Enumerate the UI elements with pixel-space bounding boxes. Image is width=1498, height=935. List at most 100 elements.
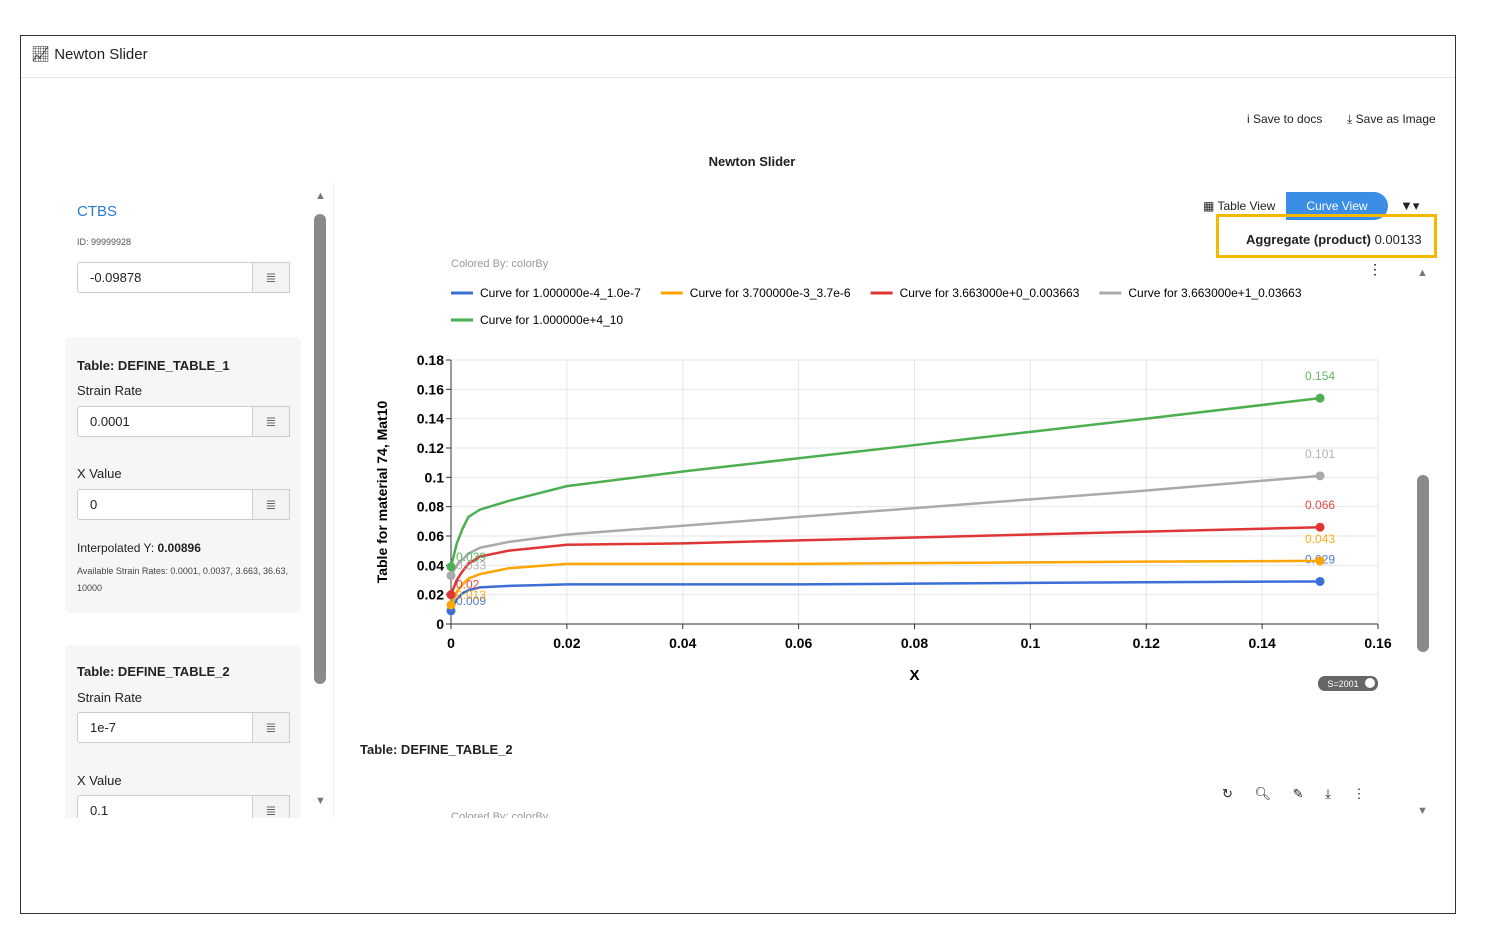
aggregate: Aggregate (product) 0.00133: [1246, 232, 1422, 247]
line: [449, 396, 1321, 568]
available-rates: Available Strain Rates: 0.0001, 0.0037, …: [77, 566, 288, 593]
point: [446, 600, 456, 610]
x-value-input[interactable]: 0.1 ≣: [77, 795, 290, 818]
chart-menu[interactable]: ⋮: [1368, 261, 1382, 277]
aggregate-value: 0.00133: [1374, 232, 1422, 247]
table-card: [65, 337, 301, 613]
curve-view-label: Curve View: [1306, 199, 1368, 213]
slider-button[interactable]: ≣: [252, 712, 290, 743]
x-axis-label: X: [909, 667, 919, 684]
scroll-down[interactable]: ▼: [315, 795, 326, 807]
slider-button[interactable]: ≣: [252, 489, 290, 520]
y-tick-label: 0: [436, 616, 444, 632]
x-value: 0: [90, 497, 98, 512]
point: [446, 571, 456, 581]
badge-text: S=2001: [1327, 679, 1358, 689]
slider-button[interactable]: ≣: [252, 406, 290, 437]
chart-toolbar[interactable]: ↻ 🔍︎ ✎ ⤓ ⋮: [1222, 786, 1366, 801]
table-title: Table: DEFINE_TABLE_2: [77, 664, 230, 679]
strain-rate-value: 1e-7: [90, 720, 117, 735]
chart: Colored By: colorBy ⋮ S=2001 0 0.02 0.04 0.…: [374, 258, 1392, 691]
x-tick-label: 0.08: [901, 635, 928, 651]
scroll-down[interactable]: ▼: [1417, 805, 1428, 817]
point: [1315, 393, 1325, 403]
save-docs-label: Save to docs: [1253, 112, 1323, 126]
badge: [1318, 676, 1378, 691]
data-label: 0.033: [456, 559, 486, 573]
legend-label: Curve for 3.700000e-3_3.7e-6: [690, 286, 851, 300]
x-value-input[interactable]: 0 ≣: [77, 489, 290, 520]
strain-rate-input[interactable]: 1e-7 ≣: [77, 712, 290, 743]
slider-button[interactable]: ≣: [252, 795, 290, 818]
data-label: 0.009: [456, 594, 486, 608]
point: [1315, 522, 1325, 532]
strain-rate-value: 0.0001: [90, 414, 130, 429]
y-tick-label: 0.04: [417, 557, 444, 573]
scroll-up[interactable]: ▲: [315, 190, 326, 202]
save-image-label: Save as Image: [1355, 112, 1436, 126]
table-view-tab[interactable]: ▦ Table View: [1203, 199, 1276, 213]
x-tick-label: 0.12: [1133, 635, 1160, 651]
x-tick-label: 0.02: [553, 635, 580, 651]
y-tick-label: 0.16: [417, 381, 444, 397]
divider: [333, 183, 334, 818]
legend-label: Curve for 1.000000e+4_10: [480, 313, 623, 327]
strain-rate-label: Strain Rate: [77, 383, 143, 398]
interpolated: Interpolated Y: 0.00896: [77, 541, 201, 555]
x-tick-label: 0.16: [1364, 635, 1391, 651]
data-label: 0.154: [1305, 369, 1335, 383]
point: [446, 590, 456, 600]
strain-rate-input[interactable]: 0.0001 ≣: [77, 406, 290, 437]
badge-icon: [1365, 678, 1375, 688]
y-axis-label: Table for material 74, Mat10: [374, 400, 390, 583]
filter-button[interactable]: ▼▾: [1400, 198, 1420, 213]
x-value-label: X Value: [77, 773, 122, 788]
x-value: 0.1: [90, 803, 109, 818]
ctbs-value: -0.09878: [90, 270, 142, 285]
y-tick-label: 0.1: [425, 469, 445, 485]
slider-button[interactable]: ≣: [252, 262, 290, 293]
aggregate-label: Aggregate (product): [1246, 232, 1371, 247]
legend-label: Curve for 3.663000e+1_0.03663: [1128, 286, 1301, 300]
sidebar: CTBS ID: 99999928 -0.09878 ≣ Table: DEFIN…: [0, 180, 335, 818]
line: [449, 580, 1321, 612]
data-label: 0.039: [456, 550, 486, 564]
line: [449, 525, 1321, 596]
line: [449, 559, 1321, 606]
interpolated-value: 0.00896: [157, 541, 201, 555]
point: [1315, 556, 1325, 566]
y-tick-label: 0.12: [417, 440, 444, 456]
y-tick-label: 0.14: [417, 411, 444, 427]
save-image-button[interactable]: ⤓ Save as Image: [1347, 112, 1436, 126]
panel-title: Newton Slider: [708, 154, 796, 169]
data-label: 0.066: [1305, 498, 1335, 512]
x-value-label: X Value: [77, 466, 122, 481]
x-tick-label: 0: [447, 635, 455, 651]
scrollbar-thumb[interactable]: [1417, 475, 1429, 652]
data-label: 0.101: [1305, 447, 1335, 461]
x-tick-label: 0.14: [1249, 635, 1276, 651]
y-tick-label: 0.06: [417, 528, 444, 544]
window-title: Newton Slider: [54, 46, 148, 63]
table-view-label: Table View: [1217, 199, 1276, 213]
legend-label: Curve for 3.663000e+0_0.003663: [900, 286, 1080, 300]
window: [20, 35, 1456, 914]
second-table-title: Table: DEFINE_TABLE_2: [360, 742, 513, 757]
y-tick-label: 0.18: [417, 352, 444, 368]
ctbs-id: ID: 99999928: [77, 237, 132, 247]
y-tick-label: 0.02: [417, 587, 444, 603]
ctbs-input[interactable]: -0.09878 ≣: [77, 262, 290, 293]
separator: [21, 77, 1455, 78]
x-tick-label: 0.06: [785, 635, 812, 651]
scrollbar-thumb[interactable]: [314, 214, 326, 684]
line: [449, 474, 1321, 577]
save-docs-button[interactable]: i Save to docs: [1247, 112, 1323, 126]
aggregate-box: [1216, 214, 1437, 258]
legend-label: Curve for 1.000000e-4_1.0e-7: [480, 286, 641, 300]
x-tick-label: 0.04: [669, 635, 696, 651]
scroll-up[interactable]: ▲: [1417, 267, 1428, 279]
ctbs-link[interactable]: CTBS: [77, 203, 118, 220]
strain-rate-label: Strain Rate: [77, 690, 143, 705]
data-label: 0.013: [456, 588, 486, 602]
